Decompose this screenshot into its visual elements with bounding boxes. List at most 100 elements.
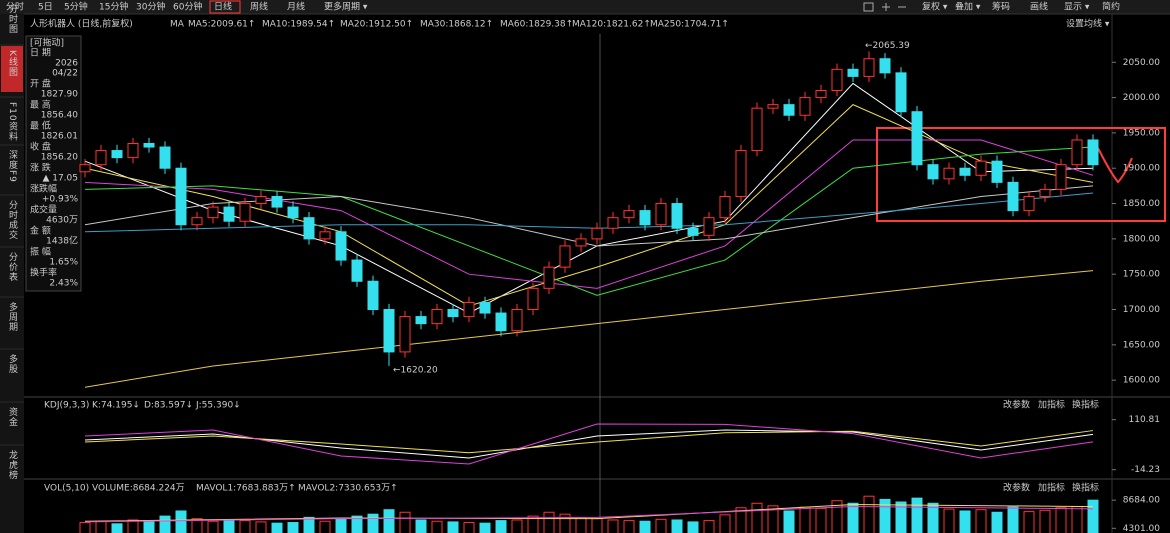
volume-bar xyxy=(687,521,699,533)
candle-body xyxy=(95,150,107,166)
volume-bar xyxy=(639,520,651,533)
info-value: 1438亿 xyxy=(46,235,78,247)
icon[interactable] xyxy=(863,2,874,12)
high-annotation: ←2065.39 xyxy=(865,41,910,51)
volume-bar xyxy=(511,519,523,533)
y-tick-label: 1850.00 xyxy=(1123,199,1160,209)
volume-bar xyxy=(255,521,267,533)
indicator-button[interactable]: 换指标 xyxy=(1072,482,1099,494)
info-value: 04/22 xyxy=(52,69,78,79)
ma-settings[interactable]: 设置均线 ▾ xyxy=(1066,18,1110,30)
volume-bar xyxy=(975,509,987,533)
candle-body xyxy=(975,160,987,176)
volume-bar xyxy=(703,520,715,533)
sidebar-tab[interactable]: 资金 xyxy=(7,407,18,427)
volume-bar xyxy=(831,500,843,533)
period-tab[interactable]: 月线 xyxy=(287,1,305,13)
period-tab[interactable]: 5分钟 xyxy=(64,1,88,13)
period-tab[interactable]: 30分钟 xyxy=(136,1,165,13)
candle-body xyxy=(239,203,251,222)
y-tick-label: 2050.00 xyxy=(1123,58,1160,68)
volume-bar xyxy=(863,495,875,533)
sidebar-tab[interactable]: 多周期 xyxy=(7,301,18,332)
chart-title: 人形机器人 (日线,前复权) xyxy=(30,18,133,30)
volume-bar xyxy=(383,509,395,533)
tool-button[interactable]: 简约 xyxy=(1102,1,1120,13)
sidebar-tab[interactable]: F10资料 xyxy=(7,102,18,142)
y-tick-label: 1700.00 xyxy=(1123,305,1160,315)
volume-bar xyxy=(847,502,859,533)
indicator-button[interactable]: 加指标 xyxy=(1038,482,1065,494)
info-label: 振 幅 xyxy=(30,246,51,258)
sidebar-tab[interactable]: K线图 xyxy=(7,50,18,77)
tool-button[interactable]: 显示 ▾ xyxy=(1064,2,1090,13)
volume-bar xyxy=(495,520,507,533)
ma-legend: MA120:1821.62↑ xyxy=(572,20,651,30)
candle-body xyxy=(959,167,971,176)
period-tab[interactable]: 日线 xyxy=(214,1,232,13)
sidebar-tab[interactable]: 龙虎榜 xyxy=(7,449,18,480)
volume-bar xyxy=(335,518,347,533)
candle-body xyxy=(1039,188,1051,197)
sidebar-tab[interactable]: 分价表 xyxy=(7,252,18,282)
candle-body xyxy=(383,309,395,353)
sidebar-tab[interactable]: 多股 xyxy=(7,353,18,374)
period-tab[interactable]: 更多周期 ▾ xyxy=(324,1,368,13)
candle-body xyxy=(687,227,699,236)
volume-bar xyxy=(815,507,827,533)
volume-bar xyxy=(1071,506,1083,533)
sidebar-tab[interactable]: 分时成交 xyxy=(7,200,18,240)
candle-body xyxy=(159,146,171,169)
period-tab[interactable]: 15分钟 xyxy=(99,1,128,13)
candle-body xyxy=(751,107,763,152)
volume-bar xyxy=(287,522,299,533)
tool-button[interactable]: 筹码 xyxy=(992,1,1010,13)
drag-hint: [可拖动] xyxy=(30,37,64,49)
candle-body xyxy=(431,309,443,325)
volume-bar xyxy=(223,519,235,533)
sidebar-tab[interactable]: 深度F9 xyxy=(7,150,18,183)
volume-bar xyxy=(895,501,907,533)
indicator-button[interactable]: 加指标 xyxy=(1038,399,1065,411)
candle-body xyxy=(303,217,315,240)
candle-body xyxy=(1023,195,1035,212)
volume-bar xyxy=(959,510,971,533)
volume-bar xyxy=(1007,506,1019,533)
sidebar xyxy=(0,14,24,533)
sidebar-tab[interactable]: 分时图 xyxy=(7,4,18,34)
y-tick-label: 8684.00 xyxy=(1123,496,1160,506)
indicator-button[interactable]: 换指标 xyxy=(1072,399,1099,411)
indicator-line xyxy=(84,423,1094,465)
period-tab[interactable]: 5日 xyxy=(38,2,53,13)
info-label: 日 期 xyxy=(30,48,51,59)
volume-bar xyxy=(319,520,331,533)
indicator-button[interactable]: 改参数 xyxy=(1003,482,1030,494)
candle-body xyxy=(1007,181,1019,212)
candle-body xyxy=(175,167,187,226)
candle-body xyxy=(767,104,779,109)
mavol-line xyxy=(84,505,1094,523)
indicator-button[interactable]: 改参数 xyxy=(1003,399,1030,411)
info-value: 1856.40 xyxy=(41,111,78,121)
candle-body xyxy=(703,217,715,236)
tool-button[interactable]: 画线 xyxy=(1030,1,1048,13)
period-tab[interactable]: 周线 xyxy=(250,1,268,13)
info-value: 2026 xyxy=(55,59,78,69)
tool-button[interactable]: 复权 ▾ xyxy=(922,1,948,13)
volume-bar xyxy=(991,511,1003,533)
icon[interactable] xyxy=(882,3,890,11)
volume-bar xyxy=(655,518,667,533)
ma-legend: MA10:1989.54↑ xyxy=(262,20,335,30)
candle-body xyxy=(991,160,1003,183)
toolbar-icons xyxy=(863,2,906,12)
tool-button[interactable]: 叠加 ▾ xyxy=(955,2,981,13)
volume-bar xyxy=(799,506,811,533)
volume-bar xyxy=(607,519,619,533)
period-tab[interactable]: 分时 xyxy=(6,1,24,13)
volume-bar xyxy=(671,519,683,533)
period-tab[interactable]: 60分钟 xyxy=(173,1,202,13)
candle-body xyxy=(511,309,523,332)
candle-body xyxy=(319,231,331,240)
